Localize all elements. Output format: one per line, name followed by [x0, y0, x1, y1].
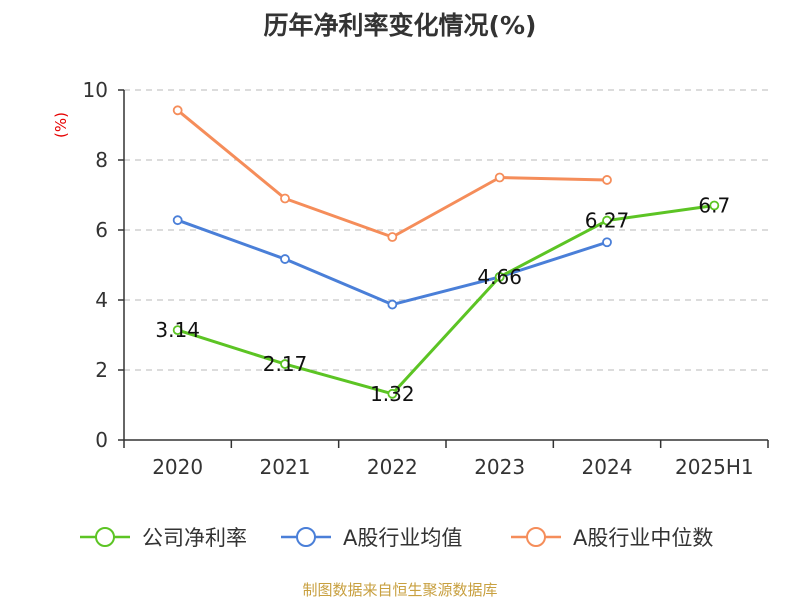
- data-label: 3.14: [155, 318, 200, 342]
- data-point: [387, 299, 398, 310]
- data-labels: 3.14 2.17 1.32 4.66 6.27 6.7: [155, 194, 730, 406]
- series-line: [176, 109, 608, 239]
- data-point: [172, 325, 183, 336]
- y-axis-tick-label: 10: [83, 78, 108, 102]
- data-point: [387, 232, 398, 242]
- x-axis-tick-label: 2025H1: [675, 455, 754, 479]
- legend-item: A股行业均值: [281, 526, 462, 550]
- data-point: [602, 215, 612, 226]
- gridlines: [124, 89, 768, 371]
- data-source-note: 制图数据来自恒生聚源数据库: [302, 581, 497, 599]
- data-point: [709, 200, 720, 211]
- legend-label: A股行业均值: [343, 526, 462, 550]
- data-label: 4.66: [477, 265, 522, 289]
- y-axis-tick-label: 4: [95, 288, 108, 312]
- series-line: [177, 204, 715, 396]
- series-lines: [172, 105, 720, 399]
- legend-item: 公司净利率: [80, 526, 247, 550]
- legend-marker-swatch: [95, 527, 115, 547]
- data-label: 1.32: [370, 382, 415, 406]
- y-axis-unit-label: (%): [52, 112, 70, 138]
- x-axis-tick-label: 2022: [367, 455, 418, 479]
- legend-label: 公司净利率: [142, 526, 247, 550]
- data-point: [494, 172, 505, 183]
- legend-marker-swatch: [296, 527, 316, 547]
- data-label: 2.17: [263, 352, 308, 376]
- data-point: [280, 359, 290, 369]
- legend: 公司净利率 A股行业均值 A股行业中位数: [80, 526, 713, 550]
- x-axis-tick-label: 2024: [582, 455, 633, 479]
- data-point: [387, 388, 398, 399]
- data-point: [280, 193, 290, 204]
- x-axis-tick-label: 2021: [260, 455, 311, 479]
- legend-marker-swatch: [526, 527, 546, 547]
- legend-item: A股行业中位数: [511, 526, 713, 550]
- y-axis-tick-label: 6: [95, 218, 108, 242]
- y-axis-tick-label: 0: [95, 428, 108, 452]
- data-point: [494, 271, 505, 282]
- y-axis-tick-label: 8: [95, 148, 108, 172]
- data-point: [602, 237, 612, 248]
- data-label: 6.7: [698, 194, 730, 218]
- data-point: [172, 215, 183, 226]
- y-axis-tick-label: 2: [95, 358, 108, 382]
- chart-title: 历年净利率变化情况(%): [264, 11, 537, 40]
- x-axis-tick-label: 2023: [474, 455, 525, 479]
- axes: 0 2 4 6 8 10 2020 2021 2022 2023 2024 2025H1: [83, 78, 769, 479]
- data-point: [602, 175, 612, 185]
- data-point: [280, 254, 290, 264]
- data-point: [172, 105, 183, 116]
- x-axis-tick-label: 2020: [152, 455, 203, 479]
- data-label: 6.27: [585, 209, 630, 233]
- legend-label: A股行业中位数: [573, 526, 713, 550]
